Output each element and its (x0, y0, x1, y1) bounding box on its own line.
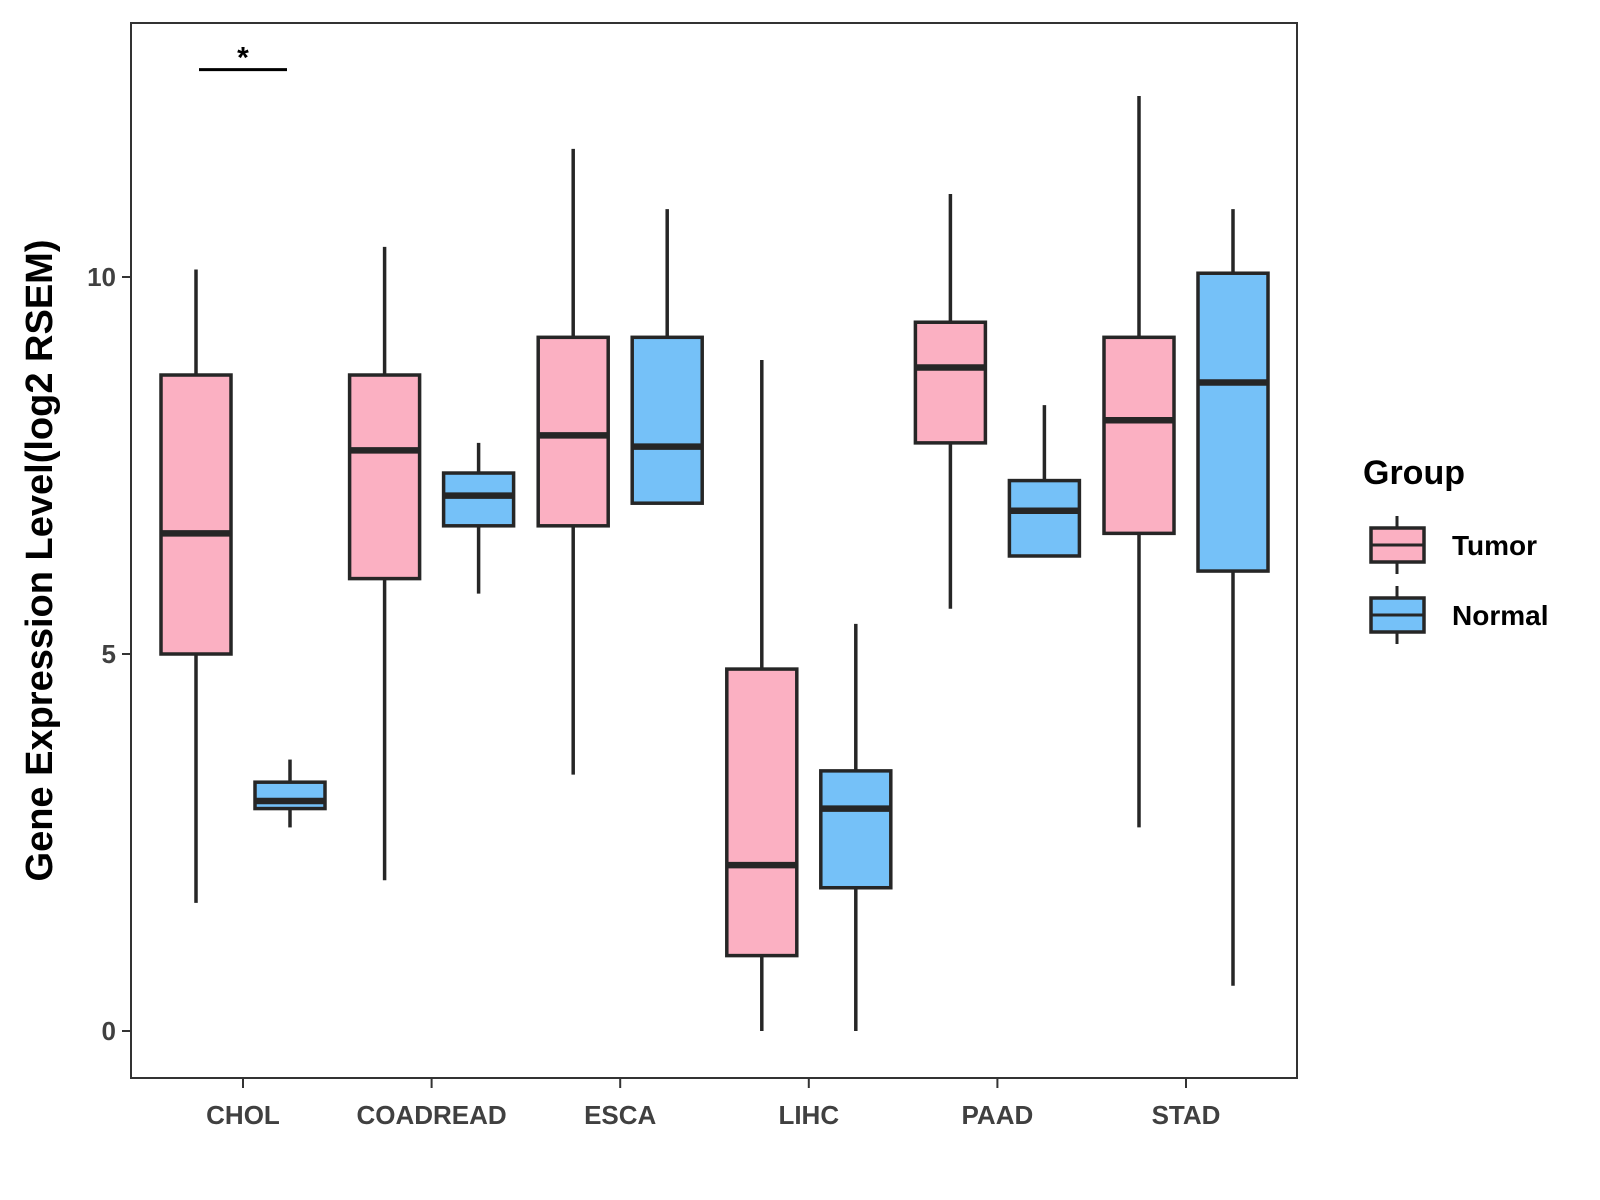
x-tick-label-coadread: COADREAD (356, 1100, 506, 1130)
box-esca-normal (630, 209, 704, 505)
box-coadread-normal (441, 442, 516, 594)
legend-title: Group (1363, 454, 1465, 492)
box-esca-tumor-iqr (536, 335, 610, 528)
legend-label-normal: Normal (1452, 600, 1548, 631)
significance-label-chol: * (237, 42, 249, 75)
legend-item-tumor: Tumor (1369, 516, 1537, 574)
box-chol-tumor (159, 269, 233, 903)
y-tick-label-0: 0 (102, 1016, 116, 1046)
box-esca-normal-iqr (630, 335, 704, 505)
box-paad-normal-iqr (1007, 478, 1082, 558)
box-stad-normal (1196, 209, 1270, 986)
box-stad-tumor (1102, 96, 1176, 828)
y-tick-label-10: 10 (87, 262, 116, 292)
box-stad-tumor-iqr (1102, 335, 1176, 536)
x-tick-label-lihc: LIHC (778, 1100, 839, 1130)
box-coadread-normal-iqr (441, 471, 516, 528)
box-chol-normal (253, 759, 327, 828)
box-coadread-tumor-iqr (347, 373, 422, 581)
x-tick-label-chol: CHOL (206, 1100, 280, 1130)
legend: Group Tumor Normal (1363, 454, 1548, 644)
y-axis-title: Gene Expression Level(log2 RSEM) (19, 240, 61, 882)
legend-label-tumor: Tumor (1452, 530, 1537, 561)
box-chol-tumor-iqr (159, 373, 233, 656)
plot-area: 0 5 10 CHOL COADREAD ESCA LIHC PAAD STAD * (87, 22, 1298, 1130)
box-paad-tumor-iqr (913, 320, 988, 445)
box-esca-tumor (536, 148, 610, 775)
box-paad-tumor (913, 194, 988, 609)
box-lihc-normal (819, 623, 893, 1031)
x-tick-label-stad: STAD (1152, 1100, 1221, 1130)
legend-item-normal: Normal (1369, 586, 1548, 644)
box-lihc-tumor (725, 359, 799, 1031)
box-stad-normal-iqr (1196, 271, 1270, 573)
x-tick-label-esca: ESCA (584, 1100, 656, 1130)
box-lihc-tumor-iqr (725, 667, 799, 958)
box-paad-normal (1007, 405, 1082, 558)
box-coadread-tumor (347, 246, 422, 881)
box-chol-normal-iqr (253, 780, 327, 811)
box-lihc-normal-iqr (819, 769, 893, 890)
plot-panel-border (130, 22, 1298, 1079)
x-tick-label-paad: PAAD (962, 1100, 1034, 1130)
y-tick-label-5: 5 (102, 639, 116, 669)
